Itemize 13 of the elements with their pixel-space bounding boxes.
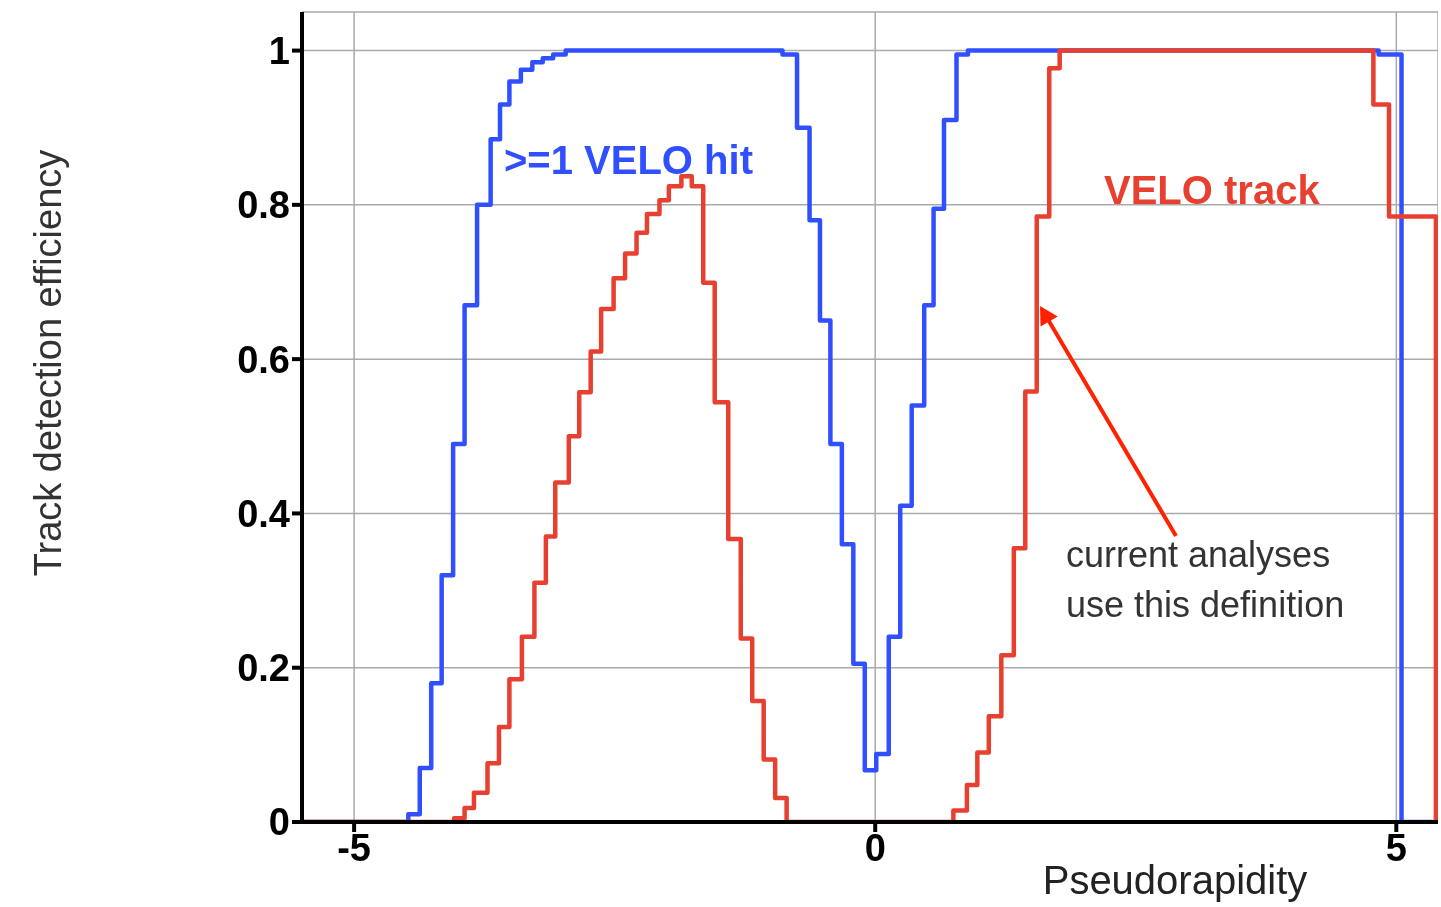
y-tick-label: 0.6 <box>237 338 290 381</box>
series-label: VELO track <box>1104 168 1320 213</box>
x-tick-label: 5 <box>1385 826 1407 869</box>
y-tick-label: 0.2 <box>237 647 290 690</box>
annotation: current analyses use this definition <box>1066 533 1346 627</box>
x-tick-label: 0 <box>864 826 886 869</box>
x-tick-label: -5 <box>337 826 372 869</box>
x-axis-title: Pseudorapidity <box>1042 857 1308 903</box>
y-tick-label: 0.4 <box>237 492 290 535</box>
y-tick-label: 0.8 <box>237 184 290 227</box>
y-axis-title: Track detection efficiency <box>26 149 70 577</box>
series-label: >=1 VELO hit <box>504 138 753 183</box>
y-tick-label: 1 <box>268 30 290 73</box>
